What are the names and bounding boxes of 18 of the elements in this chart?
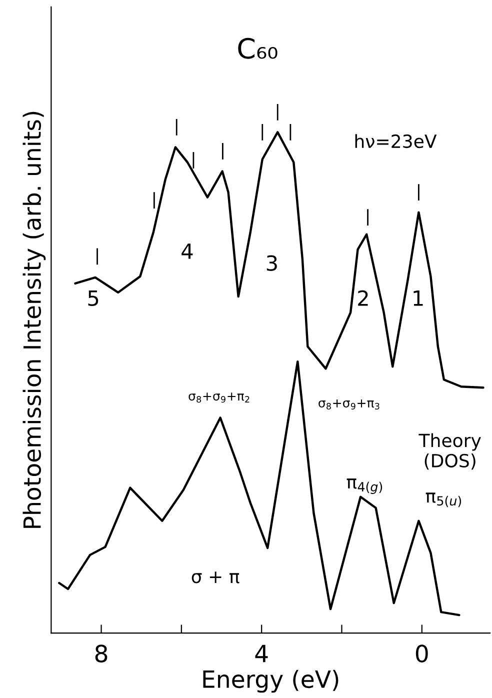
x-tick-label: 8 (95, 644, 108, 662)
annotation: hν=23eV (355, 134, 437, 148)
annotation: π$_{5(u)}$ (426, 492, 462, 508)
annotation: 3 (266, 255, 277, 271)
annotation: 5 (88, 290, 98, 306)
annotation: 4 (182, 244, 193, 259)
annotation: Theory (DOS) (418, 433, 481, 470)
annotation: 2 (358, 290, 368, 306)
annotation: σ$_{8}$+σ$_{9}$+π$_{3}$ (318, 400, 380, 410)
chart-title: C₆₀ (238, 38, 278, 59)
x-axis-title: Energy (eV) (203, 670, 338, 693)
annotation: 1 (414, 290, 423, 306)
annotation: σ$_{8}$+σ$_{9}$+π$_{2}$ (188, 392, 250, 403)
x-tick-label: 0 (416, 644, 428, 662)
annotation: σ + π (192, 572, 240, 584)
x-tick-label: 4 (255, 644, 268, 662)
y-axis-title: Photoemission Intensity (arb. units) (22, 112, 46, 528)
annotation: π$_{4(g)}$ (346, 478, 382, 494)
